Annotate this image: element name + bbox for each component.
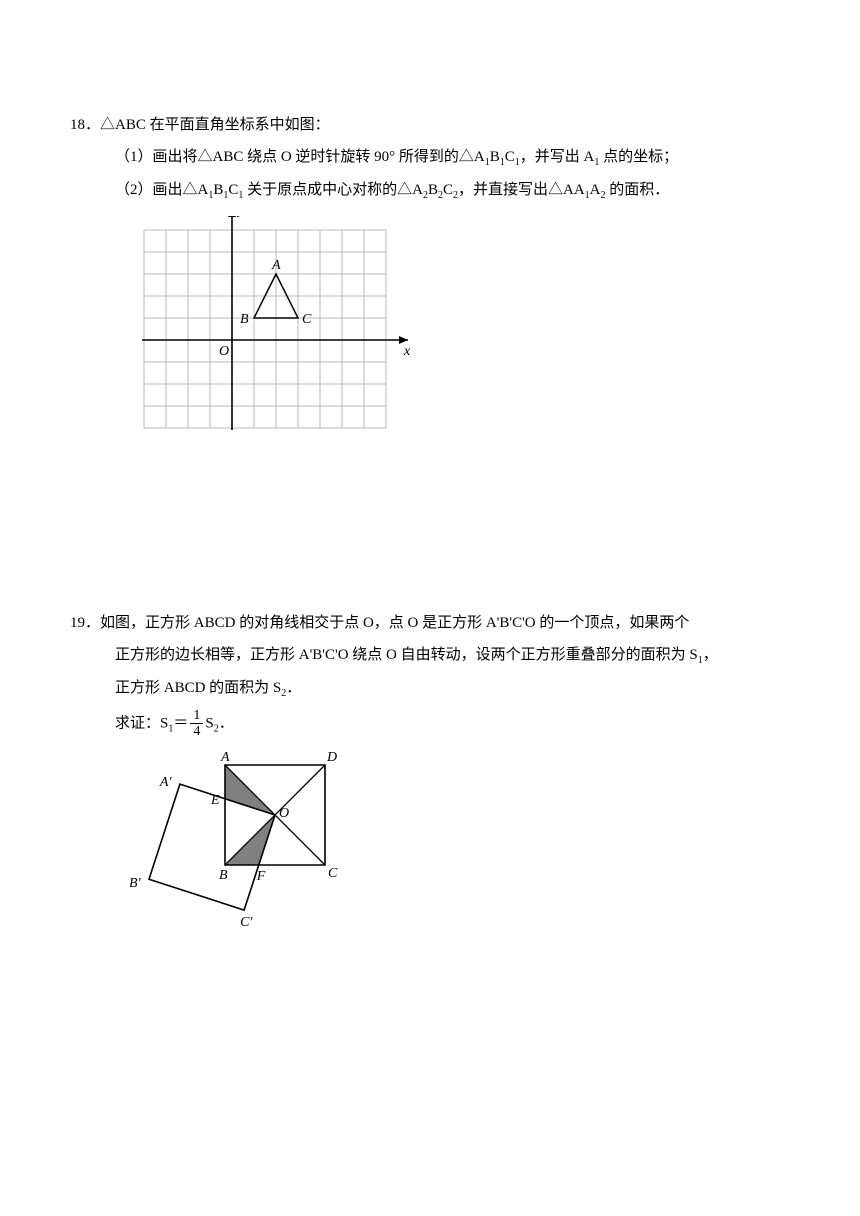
svg-text:E: E [210,793,220,808]
fraction-one-fourth: 14 [190,708,203,740]
svg-text:B: B [240,312,249,327]
svg-text:A: A [271,258,281,273]
svg-text:y: y [236,216,245,218]
svg-text:A': A' [159,775,173,790]
svg-text:F: F [256,869,266,884]
svg-text:D: D [326,750,337,765]
figure-19: A D C B O E F A' B' C' [70,750,790,981]
overlapping-squares-figure: A D C B O E F A' B' C' [130,750,380,970]
coordinate-grid-figure: y x O A B C [130,216,430,457]
svg-text:C: C [302,312,312,327]
problem-18: 18．△ABC 在平面直角坐标系中如图： （1）画出将△ABC 绕点 O 逆时针… [70,110,790,468]
problem-18-sub1: （1）画出将△ABC 绕点 O 逆时针旋转 90° 所得到的△A1B1C1，并写… [70,142,790,173]
problem-19-stem-line3: 正方形 ABCD 的面积为 S2． [70,673,790,704]
svg-text:B': B' [130,876,142,891]
svg-text:x: x [403,344,411,359]
svg-text:B: B [219,868,228,883]
problem-19: 19．如图，正方形 ABCD 的对角线相交于点 O，点 O 是正方形 A'B'C… [70,608,790,981]
stem-text: △ABC 在平面直角坐标系中如图： [100,117,330,133]
svg-text:C': C' [240,915,253,930]
svg-text:O: O [279,806,289,821]
svg-text:C: C [328,866,338,881]
figure-18: y x O A B C [70,216,790,468]
problem-18-sub2: （2）画出△A1B1C1 关于原点成中心对称的△A2B2C2，并直接写出△AA1… [70,175,790,206]
problem-number: 19． [70,615,100,631]
svg-text:A: A [220,750,230,765]
problem-19-stem-line2: 正方形的边长相等，正方形 A'B'C'O 绕点 O 自由转动，设两个正方形重叠部… [70,640,790,671]
svg-text:O: O [219,344,229,359]
problem-19-stem-line1: 19．如图，正方形 ABCD 的对角线相交于点 O，点 O 是正方形 A'B'C… [70,608,790,638]
problem-number: 18． [70,117,100,133]
problem-19-proof: 求证：S1＝14S2． [70,708,790,740]
problem-18-stem: 18．△ABC 在平面直角坐标系中如图： [70,110,790,140]
